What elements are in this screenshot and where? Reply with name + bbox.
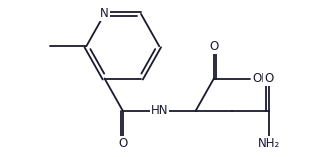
Text: NH₂: NH₂ [258, 137, 280, 150]
Text: HN: HN [151, 104, 168, 117]
Text: O: O [118, 137, 127, 150]
Text: N: N [100, 7, 109, 20]
Text: O: O [209, 40, 218, 53]
Text: O: O [264, 72, 273, 85]
Text: OH: OH [252, 72, 270, 85]
